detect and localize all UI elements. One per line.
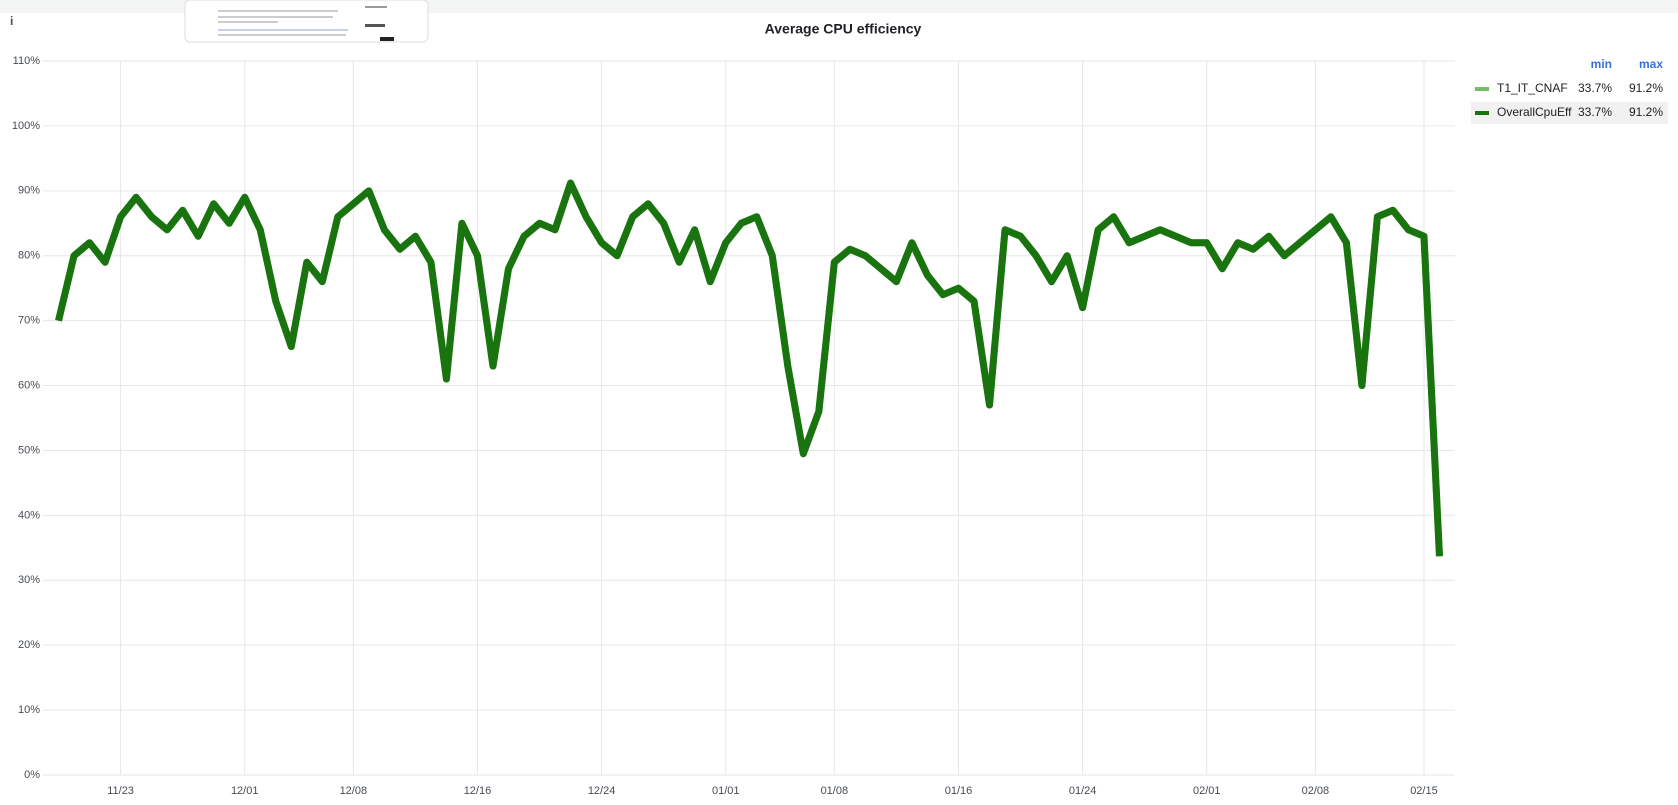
x-tick-label: 01/01 bbox=[712, 785, 740, 797]
x-tick-label: 12/16 bbox=[464, 785, 492, 797]
legend-label: OverallCpuEff bbox=[1497, 105, 1572, 119]
y-tick-label: 110% bbox=[13, 55, 41, 67]
x-tick-label: 01/24 bbox=[1069, 785, 1097, 797]
y-tick-label: 70% bbox=[18, 315, 40, 327]
legend-swatch bbox=[1475, 87, 1489, 91]
info-icon[interactable]: i bbox=[10, 14, 13, 28]
x-tick-label: 02/08 bbox=[1302, 785, 1330, 797]
legend-min: 33.7% bbox=[1578, 81, 1612, 95]
y-tick-label: 10% bbox=[18, 704, 40, 716]
x-tick-label: 12/01 bbox=[231, 785, 259, 797]
y-tick-label: 50% bbox=[18, 444, 40, 456]
panel: i Average CPU efficiency 0% 10% 20% 30% 40% 5… bbox=[0, 0, 1678, 805]
x-tick-label: 12/24 bbox=[588, 785, 616, 797]
y-tick-label: 80% bbox=[18, 250, 40, 262]
y-tick-label: 60% bbox=[18, 379, 40, 391]
y-tick-label: 90% bbox=[18, 185, 40, 197]
y-tick-label: 0% bbox=[24, 769, 40, 781]
y-tick-label: 100% bbox=[12, 120, 40, 132]
legend-max: 91.2% bbox=[1629, 105, 1663, 119]
legend-label: T1_IT_CNAF bbox=[1497, 81, 1568, 95]
chart-title: Average CPU efficiency bbox=[765, 21, 922, 37]
legend-header: min bbox=[1591, 57, 1612, 71]
x-tick-label: 12/08 bbox=[340, 785, 368, 797]
legend-min: 33.7% bbox=[1578, 105, 1612, 119]
series-line bbox=[59, 183, 1440, 556]
x-tick-label: 01/16 bbox=[945, 785, 973, 797]
thumbnail-overlay bbox=[185, 0, 428, 42]
x-tick-label: 11/23 bbox=[107, 785, 134, 797]
y-tick-label: 30% bbox=[18, 574, 40, 586]
y-tick-label: 20% bbox=[18, 639, 40, 651]
legend-swatch bbox=[1475, 111, 1489, 115]
x-tick-label: 02/15 bbox=[1410, 785, 1438, 797]
legend-header: max bbox=[1639, 57, 1663, 71]
x-tick-label: 01/08 bbox=[821, 785, 849, 797]
legend-max: 91.2% bbox=[1629, 81, 1663, 95]
x-tick-label: 02/01 bbox=[1193, 785, 1221, 797]
y-tick-label: 40% bbox=[18, 509, 40, 521]
